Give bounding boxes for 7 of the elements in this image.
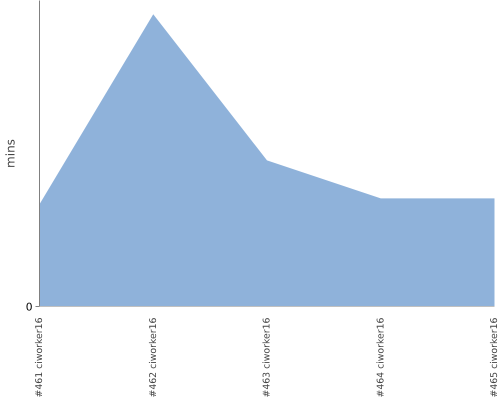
x-tick-label: #461 ciworker16 [34, 317, 45, 398]
text: 0 [26, 300, 33, 314]
x-tick-label: #462 ciworker16 [148, 317, 159, 398]
y-axis-title: mins [4, 139, 18, 168]
x-tick-label: #463 ciworker16 [262, 317, 272, 398]
x-tick-label: #464 ciworker16 [375, 317, 386, 398]
x-tick-label: #465 ciworker16 [489, 317, 500, 398]
